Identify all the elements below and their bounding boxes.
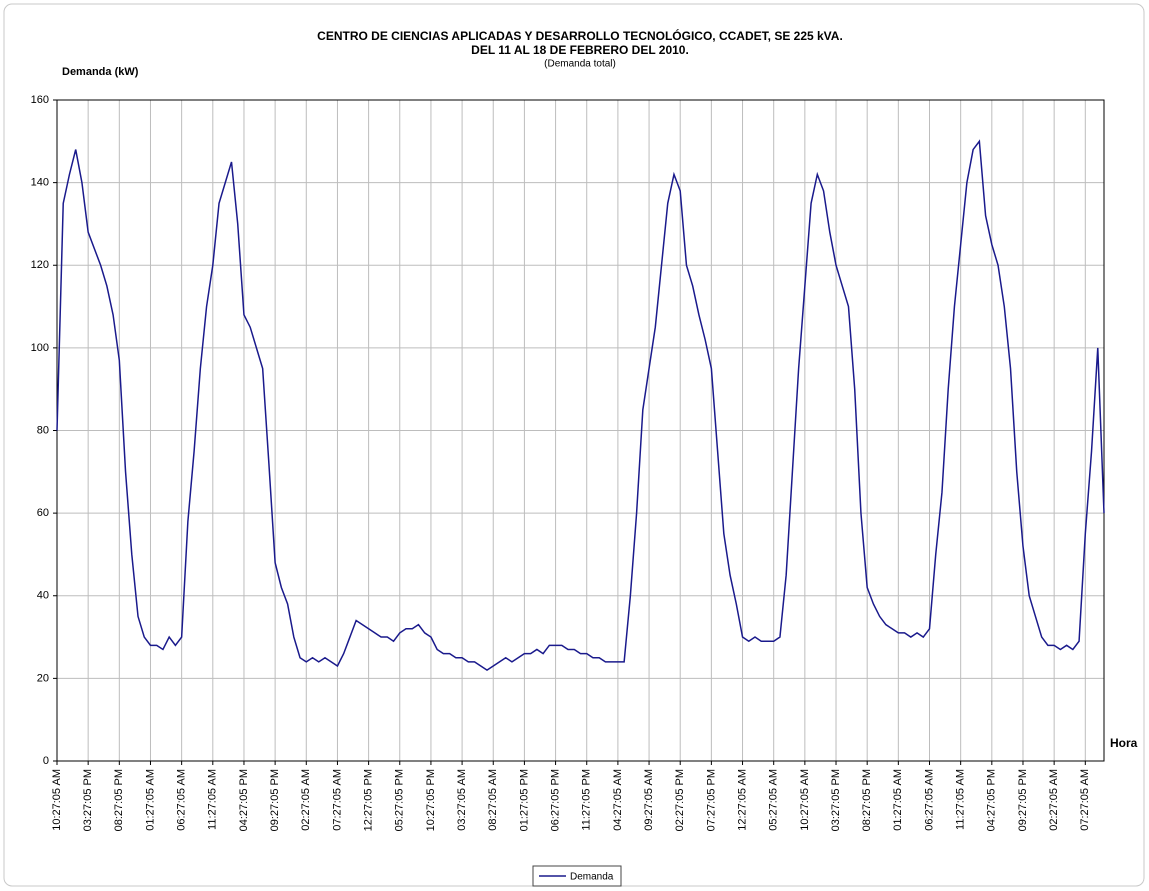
x-tick-label: 08:27:05 PM <box>861 769 873 831</box>
x-tick-label: 12:27:05 AM <box>736 769 748 831</box>
x-tick-label: 07:27:05 PM <box>705 769 717 831</box>
x-tick-label: 06:27:05 AM <box>176 769 188 831</box>
y-tick-label: 140 <box>31 177 49 189</box>
x-tick-label: 10:27:05 PM <box>425 769 437 831</box>
x-tick-label: 03:27:05 AM <box>456 769 468 831</box>
x-tick-label: 03:27:05 PM <box>82 769 94 831</box>
x-tick-label: 01:27:05 PM <box>518 769 530 831</box>
y-axis-label: Demanda (kW) <box>62 66 139 78</box>
x-tick-label: 07:27:05 AM <box>1079 769 1091 831</box>
x-tick-label: 09:27:05 PM <box>269 769 281 831</box>
x-tick-label: 12:27:05 PM <box>363 769 375 831</box>
x-tick-label: 02:27:05 PM <box>674 769 686 831</box>
x-tick-label: 04:27:05 AM <box>612 769 624 831</box>
x-tick-label: 06:27:05 AM <box>923 769 935 831</box>
x-tick-label: 02:27:05 AM <box>1048 769 1060 831</box>
y-tick-label: 120 <box>31 259 49 271</box>
chart-subtitle: DEL 11 AL 18 DE FEBRERO DEL 2010. <box>471 43 689 57</box>
x-tick-label: 06:27:05 PM <box>549 769 561 831</box>
y-tick-label: 80 <box>37 424 49 436</box>
x-tick-label: 08:27:05 AM <box>487 769 499 831</box>
chart-note: (Demanda total) <box>544 59 616 70</box>
y-tick-label: 40 <box>37 590 49 602</box>
x-tick-label: 10:27:05 AM <box>51 769 63 831</box>
x-tick-label: 02:27:05 AM <box>300 769 312 831</box>
x-tick-label: 09:27:05 PM <box>1017 769 1029 831</box>
x-tick-label: 09:27:05 AM <box>643 769 655 831</box>
x-tick-label: 11:27:05 PM <box>581 769 593 831</box>
x-tick-label: 11:27:05 AM <box>955 769 967 830</box>
chart-border <box>3 3 1145 887</box>
x-tick-label: 04:27:05 PM <box>986 769 998 831</box>
x-tick-label: 08:27:05 PM <box>113 769 125 831</box>
y-tick-label: 100 <box>31 342 49 354</box>
legend-box <box>532 865 622 887</box>
x-tick-label: 10:27:05 AM <box>799 769 811 831</box>
x-tick-label: 04:27:05 PM <box>238 769 250 831</box>
x-tick-label: 01:27:05 AM <box>144 769 156 831</box>
x-tick-label: 03:27:05 PM <box>830 769 842 831</box>
y-tick-label: 20 <box>37 672 49 684</box>
y-tick-label: 0 <box>43 755 49 767</box>
x-tick-label: 05:27:05 PM <box>394 769 406 831</box>
y-tick-label: 160 <box>31 94 49 106</box>
legend-label: Demanda <box>570 872 614 883</box>
x-tick-label: 05:27:05 AM <box>768 769 780 831</box>
x-tick-label: 01:27:05 AM <box>892 769 904 831</box>
chart-title: CENTRO DE CIENCIAS APLICADAS Y DESARROLL… <box>317 28 843 43</box>
x-tick-label: 07:27:05 AM <box>331 769 343 831</box>
x-axis-label: Hora <box>1110 736 1138 750</box>
y-tick-label: 60 <box>37 507 49 519</box>
x-tick-label: 11:27:05 AM <box>207 769 219 830</box>
data-line <box>56 139 1105 672</box>
